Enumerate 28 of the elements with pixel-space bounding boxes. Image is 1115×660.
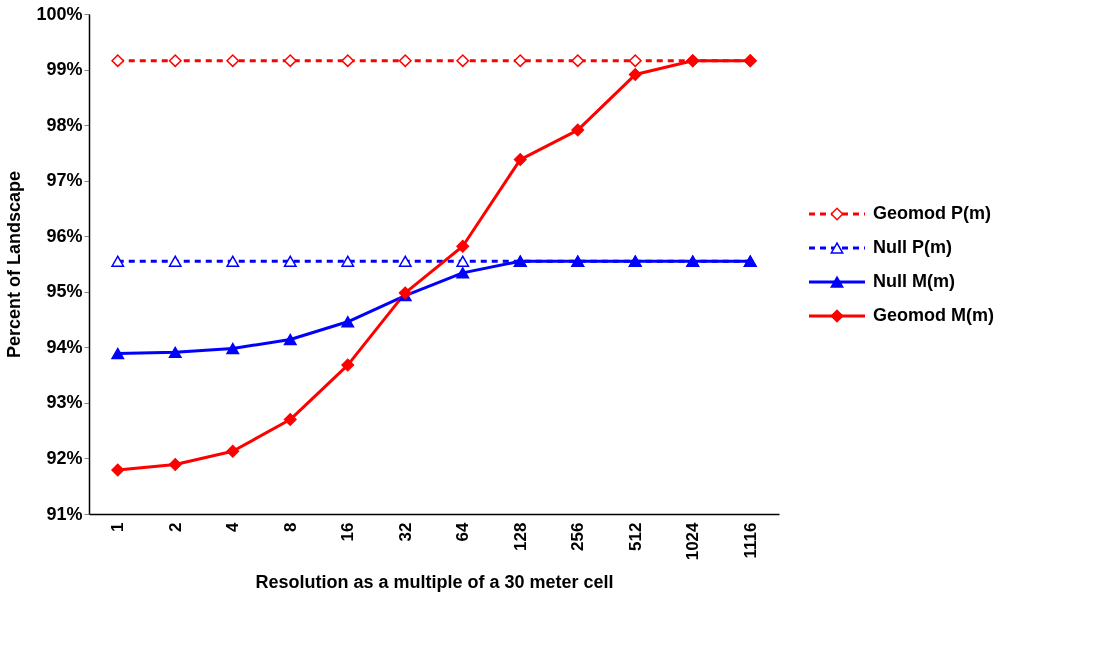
x-tick-label: 256 xyxy=(568,522,588,551)
y-tick-label: 93% xyxy=(46,392,83,413)
y-tick-label: 97% xyxy=(46,170,83,191)
legend-label: Null M(m) xyxy=(873,271,955,291)
legend-label: Null P(m) xyxy=(873,237,952,257)
x-axis-title: Resolution as a multiple of a 30 meter cell xyxy=(255,572,614,593)
x-tick-label: 8 xyxy=(280,522,300,532)
x-tick-label: 32 xyxy=(395,522,415,542)
x-tick-label: 128 xyxy=(510,522,530,551)
x-tick-label: 4 xyxy=(223,521,243,532)
y-tick-label: 92% xyxy=(46,447,83,468)
y-tick-label: 94% xyxy=(46,336,83,357)
y-tick-label: 91% xyxy=(46,503,83,524)
x-tick-label: 64 xyxy=(453,521,473,542)
x-tick-label: 1116 xyxy=(740,522,760,559)
y-axis-title: Percent of Landscape xyxy=(4,170,25,359)
legend-label: Geomod M(m) xyxy=(873,305,994,325)
y-tick-label: 99% xyxy=(46,59,83,80)
x-tick-label: 16 xyxy=(338,522,358,542)
legend-label: Geomod P(m) xyxy=(873,203,992,223)
y-tick-label: 98% xyxy=(46,114,83,135)
x-tick-label: 1 xyxy=(108,522,128,532)
x-tick-label: 512 xyxy=(625,522,645,551)
y-tick-label: 95% xyxy=(46,281,83,302)
x-tick-label: 2 xyxy=(165,522,185,532)
y-tick-label: 100% xyxy=(36,3,83,24)
x-tick-label: 1024 xyxy=(683,521,703,561)
y-tick-label: 96% xyxy=(46,225,83,246)
